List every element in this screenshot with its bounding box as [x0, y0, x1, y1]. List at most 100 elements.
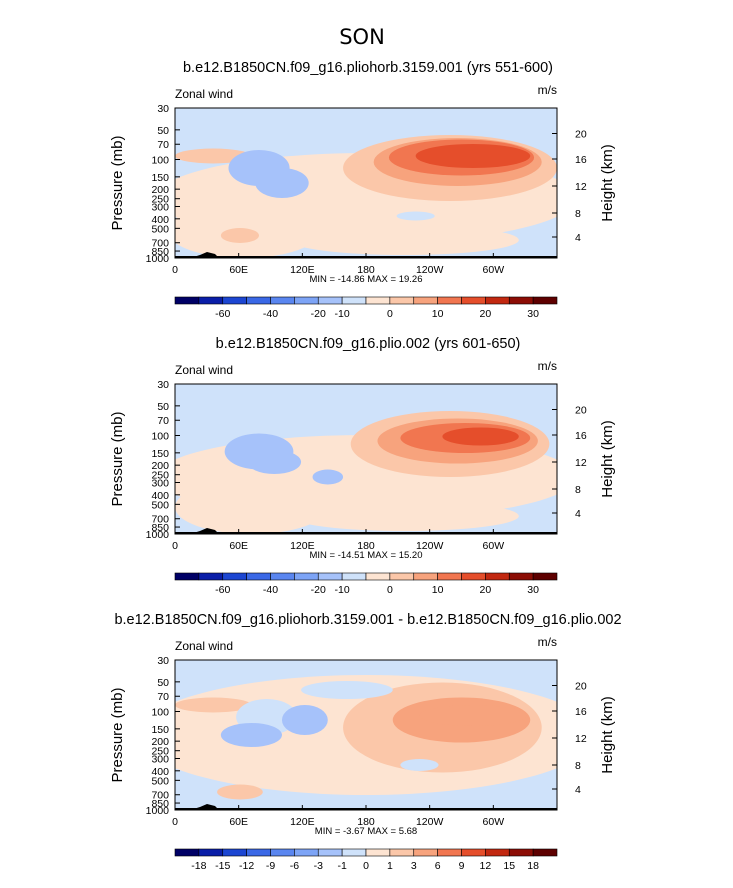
contour-field — [175, 384, 557, 534]
colorbar-swatch — [365, 572, 391, 581]
colorbar-swatch — [294, 572, 319, 581]
pressure-tick-label: 50 — [157, 677, 169, 689]
pressure-tick-label: 1000 — [146, 253, 170, 265]
longitude-tick-label: 180 — [357, 264, 375, 276]
colorbar-swatch — [461, 296, 486, 305]
colorbar-swatch — [341, 296, 367, 305]
height-tick-label: 12 — [575, 457, 587, 469]
longitude-tick-label: 0 — [172, 540, 178, 552]
units-label: m/s — [538, 83, 557, 97]
colorbar-label: 3 — [411, 860, 417, 872]
longitude-tick-label: 60W — [483, 540, 505, 552]
pressure-tick-label: 150 — [151, 448, 169, 460]
variable-label: Zonal wind — [175, 87, 233, 101]
colorbar-swatch — [413, 572, 438, 581]
colorbar-swatch — [341, 848, 367, 857]
colorbar-swatch — [294, 848, 319, 857]
panel-3: b.e12.B1850CN.f09_g16.pliohorb.3159.001 … — [109, 612, 622, 872]
contour-region — [247, 450, 302, 474]
longitude-tick-label: 0 — [172, 816, 178, 828]
colorbar-label: 0 — [387, 308, 393, 320]
longitude-tick-label: 60W — [483, 264, 505, 276]
colorbar-label: 30 — [527, 584, 539, 596]
colorbar-label: 10 — [432, 308, 444, 320]
pressure-tick-label: 30 — [157, 103, 169, 115]
contour-region — [312, 469, 344, 485]
colorbar-label: -60 — [215, 308, 230, 320]
pressure-tick-label: 70 — [157, 139, 169, 151]
pressure-tick-label: 100 — [151, 155, 169, 167]
contour-region — [220, 723, 282, 747]
longitude-tick-label: 60E — [229, 816, 248, 828]
season-title: SON — [339, 25, 385, 49]
colorbar-label: 12 — [480, 860, 492, 872]
height-tick-label: 12 — [575, 181, 587, 193]
colorbar-swatch — [413, 848, 438, 857]
colorbar-swatch — [341, 572, 367, 581]
colorbar-swatch — [317, 296, 343, 305]
colorbar-swatch — [461, 848, 486, 857]
pressure-tick-label: 500 — [151, 499, 169, 511]
units-label: m/s — [538, 635, 557, 649]
height-tick-label: 4 — [575, 784, 581, 796]
colorbar-label: -9 — [266, 860, 275, 872]
y-axis-title: Pressure (mb) — [109, 687, 126, 782]
colorbar-swatch — [246, 296, 271, 305]
pressure-tick-label: 250 — [151, 746, 169, 758]
colorbar-label: -15 — [215, 860, 230, 872]
contour-region — [289, 225, 519, 255]
pressure-tick-label: 200 — [151, 460, 169, 472]
colorbar: -60 -40 -20 -10 0 10 20 30 — [174, 296, 558, 320]
pressure-tick-label: 1000 — [146, 805, 170, 817]
contour-region — [434, 481, 512, 497]
units-label: m/s — [538, 359, 557, 373]
height-tick-label: 20 — [575, 129, 587, 141]
variable-label: Zonal wind — [175, 639, 233, 653]
pressure-tick-label: 250 — [151, 470, 169, 482]
longitude-tick-label: 60W — [483, 816, 505, 828]
contour-region — [400, 759, 439, 771]
min-max-label: MIN = -3.67 MAX = 5.68 — [315, 826, 417, 837]
colorbar-swatch — [461, 572, 486, 581]
pressure-tick-label: 200 — [151, 184, 169, 196]
colorbar-swatch — [365, 296, 391, 305]
colorbar-swatch — [532, 296, 558, 305]
pressure-tick-label: 70 — [157, 415, 169, 427]
contour-region — [175, 480, 328, 534]
pressure-tick-label: 150 — [151, 724, 169, 736]
colorbar-label: 20 — [480, 308, 492, 320]
colorbar: -60 -40 -20 -10 0 10 20 30 — [174, 572, 558, 596]
colorbar-label: 30 — [527, 308, 539, 320]
contour-region — [281, 705, 328, 735]
colorbar-label: 15 — [503, 860, 515, 872]
colorbar-label: -60 — [215, 584, 230, 596]
colorbar-swatch — [222, 572, 247, 581]
pressure-tick-label: 300 — [151, 201, 169, 213]
height-tick-label: 16 — [575, 706, 587, 718]
longitude-tick-label: 180 — [357, 816, 375, 828]
contour-region — [442, 427, 519, 446]
contour-region — [396, 211, 435, 221]
colorbar-label: -1 — [337, 860, 346, 872]
colorbar-label: 9 — [459, 860, 465, 872]
pressure-tick-label: 400 — [151, 214, 169, 226]
colorbar-label: 6 — [435, 860, 441, 872]
pressure-tick-label: 1000 — [146, 529, 170, 541]
colorbar-swatch — [508, 572, 534, 581]
contour-region — [415, 144, 531, 168]
colorbar-swatch — [485, 848, 510, 857]
pressure-tick-label: 50 — [157, 125, 169, 137]
colorbar-swatch — [174, 572, 200, 581]
colorbar-label: 0 — [387, 584, 393, 596]
colorbar-swatch — [437, 296, 462, 305]
height-tick-label: 16 — [575, 430, 587, 442]
colorbar-label: -6 — [290, 860, 299, 872]
colorbar-swatch — [174, 296, 200, 305]
colorbar-label: 20 — [480, 584, 492, 596]
colorbar-swatch — [485, 572, 510, 581]
longitude-tick-label: 180 — [357, 540, 375, 552]
pressure-tick-label: 150 — [151, 172, 169, 184]
colorbar-swatch — [174, 848, 200, 857]
panel-title: b.e12.B1850CN.f09_g16.plio.002 (yrs 601-… — [216, 336, 521, 352]
